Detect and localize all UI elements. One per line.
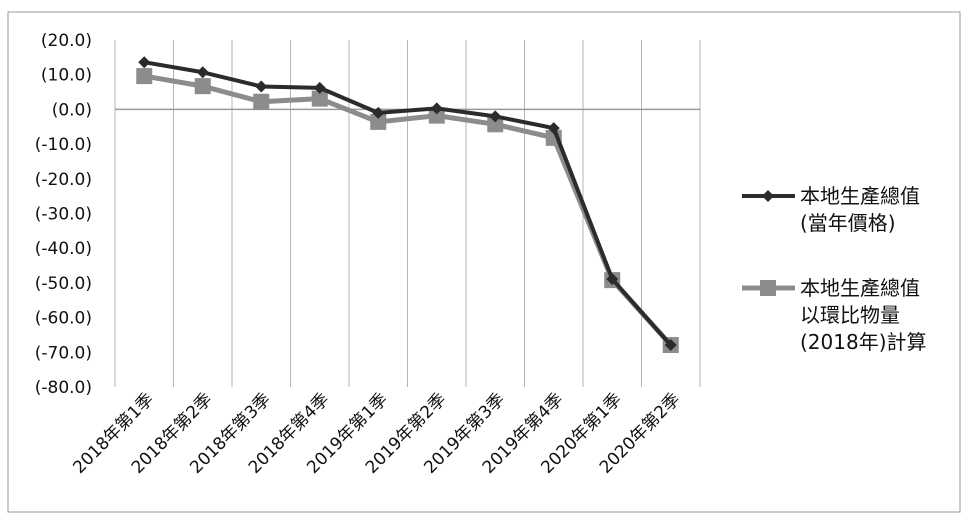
x-axis-ticks: 2018年第1季2018年第2季2018年第3季2018年第4季2019年第1季…: [69, 389, 684, 477]
series-line: [143, 60, 673, 347]
y-tick-label: (-70.0): [35, 343, 92, 363]
data-point: [489, 110, 502, 123]
legend-label: 本地生產總值: [800, 276, 920, 300]
legend-label: 以環比物量: [800, 303, 900, 327]
legend-label: (2018年)計算: [800, 330, 927, 354]
data-point: [194, 78, 211, 95]
data-point: [606, 273, 619, 286]
data-point: [430, 102, 443, 115]
data-point: [547, 122, 560, 135]
y-tick-label: (-40.0): [35, 239, 92, 259]
series-group: [136, 56, 679, 354]
y-tick-label: (20.0): [41, 31, 92, 51]
data-point: [664, 339, 677, 352]
data-point: [428, 107, 445, 124]
y-tick-label: (-50.0): [35, 274, 92, 294]
y-tick-label: (10.0): [41, 66, 92, 86]
y-tick-label: (-30.0): [35, 205, 92, 225]
data-point: [138, 56, 151, 69]
data-point: [136, 68, 153, 85]
data-point: [370, 113, 387, 130]
chart-border: [7, 11, 961, 513]
data-point: [196, 66, 209, 79]
y-tick-label: (0.0): [52, 100, 92, 120]
legend-label: (當年價格): [800, 211, 896, 235]
legend-swatch-marker: [760, 280, 776, 296]
y-tick-label: (-10.0): [35, 135, 92, 155]
y-tick-label: (-60.0): [35, 309, 92, 329]
data-point: [313, 81, 326, 94]
data-point: [487, 116, 504, 133]
y-tick-label: (-80.0): [35, 378, 92, 398]
data-point: [372, 106, 385, 119]
legend-label: 本地生產總值: [800, 184, 920, 208]
legend-swatch-marker: [762, 190, 774, 202]
y-tick-label: (-20.0): [35, 170, 92, 190]
y-axis-ticks: (20.0) (10.0) (0.0) (-10.0) (-20.0) (-30.0) (-…: [35, 31, 92, 398]
data-point: [255, 80, 268, 93]
data-point: [253, 93, 270, 110]
data-point: [311, 90, 328, 107]
